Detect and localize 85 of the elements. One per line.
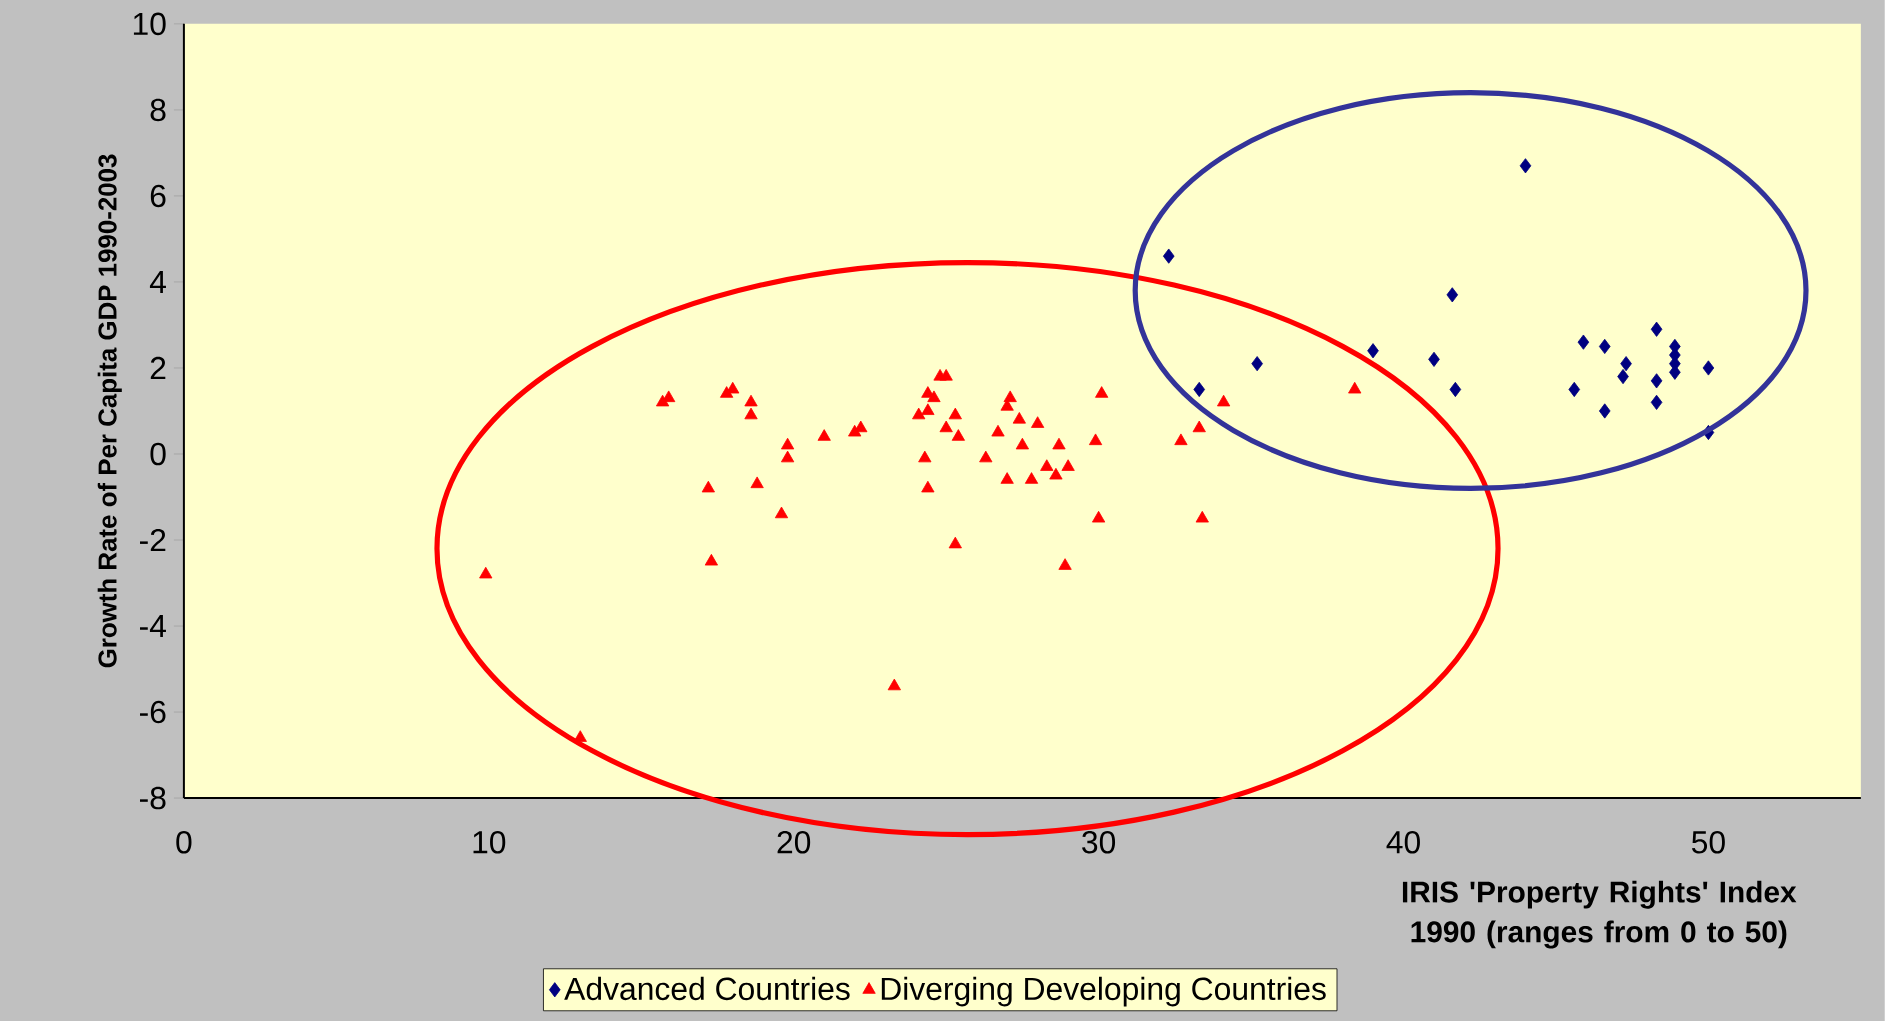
point [1049,467,1063,480]
x-axis-title: IRIS 'Property Rights' Index 1990 (ranges from 0 to 50) [1402,880,1797,949]
y-tick-label: -4 [140,615,166,637]
point [1446,287,1459,303]
point [948,407,962,420]
y-tick-label: 10 [133,12,166,36]
point [1095,386,1109,398]
point [1568,381,1581,398]
legend-label: Diverging Developing Countries [881,976,1326,1007]
point [1650,373,1663,389]
x-tick-label: 40 [1386,831,1420,854]
legend-label: Advanced Countries [564,976,850,1001]
point [921,403,935,415]
x-tick-label: 0 [176,831,192,854]
point [744,407,758,420]
y-tick-label: 0 [150,442,166,466]
point [1058,558,1072,570]
point [1193,381,1205,398]
point [1577,334,1590,350]
point [1598,338,1611,355]
point [1092,510,1106,523]
point [817,429,831,441]
point [1348,381,1362,394]
y-tick-label: 8 [150,98,166,122]
point [1650,394,1663,410]
point [1650,321,1663,337]
y-axis-title: Growth Rate of Per Capita GDP 1990-2003 [97,154,122,668]
point [1052,437,1066,450]
y-tick-label: -2 [140,528,166,552]
point [1174,433,1188,446]
y-tick-label: 4 [149,270,166,293]
point [939,369,953,381]
point [1015,437,1029,450]
point [1031,416,1045,428]
y-tick-label: 2 [150,356,166,380]
point [1617,369,1629,385]
point [1061,459,1075,471]
point [1000,472,1014,484]
point [1195,510,1209,523]
point [1620,356,1632,372]
point [951,429,965,441]
point [1024,472,1039,484]
point [918,450,932,463]
point [979,450,993,463]
point [912,407,926,420]
point [1000,399,1014,411]
point [1428,351,1440,367]
y-tick-label: 6 [150,184,166,208]
point [1519,158,1532,174]
point [991,424,1005,437]
point [573,730,587,742]
x-tick-label: 20 [777,831,811,854]
point [1162,248,1175,264]
x-tick-label: 10 [473,831,506,854]
point [939,420,953,433]
point [704,553,718,566]
point [1192,420,1206,433]
point [1367,343,1379,359]
y-tick-label: -6 [140,700,166,724]
point [1702,360,1715,376]
point [1003,390,1017,403]
point [948,536,962,549]
point [1598,403,1611,419]
point [744,394,758,407]
point [1217,394,1231,407]
point [1012,412,1026,424]
point [781,450,795,463]
point [662,390,676,403]
point [479,566,493,579]
point [726,381,740,394]
point [854,420,868,433]
point [774,506,789,519]
point [927,390,941,403]
point [921,480,935,493]
point [1449,381,1462,398]
x-tick-label: 30 [1082,831,1116,854]
x-tick-label: 50 [1691,831,1725,854]
point [781,437,795,450]
point [1040,459,1054,471]
point [1088,433,1103,446]
point [1251,356,1263,372]
point [701,480,715,493]
point [750,476,764,489]
point [887,678,901,691]
y-tick-label: -8 [140,786,166,810]
